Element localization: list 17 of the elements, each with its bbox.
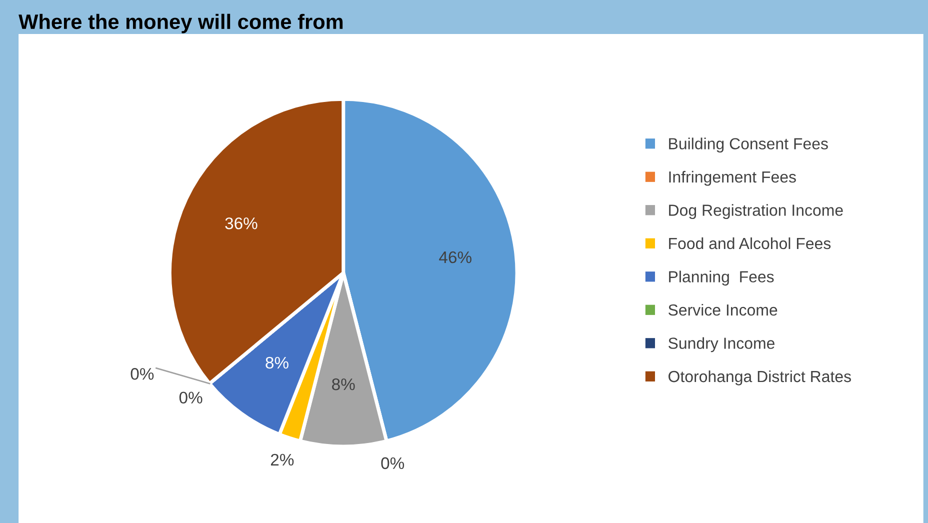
text: 0% <box>179 392 202 404</box>
legend-label: Sundry Income <box>668 337 774 352</box>
chart-title: Where the money will come from <box>18 14 343 34</box>
legend-label: Infringement Fees <box>669 170 796 186</box>
data-label: 46% <box>439 251 472 264</box>
legend-label: Food and Alcohol Fees <box>669 237 831 250</box>
data-label: 8% <box>332 378 355 390</box>
legend-label: Otorohanga District Rates <box>668 370 851 386</box>
text: 0% <box>381 457 404 470</box>
legend-label: Building Consent Fees <box>669 138 828 153</box>
data-label: 36% <box>225 217 258 230</box>
data-label: 2% <box>270 454 294 466</box>
legend-label: Dog Registration Income <box>669 204 843 220</box>
text: 0% <box>130 368 154 380</box>
legend-label: Planning Fees <box>669 270 774 286</box>
data-label: 8% <box>266 356 288 369</box>
legend-label: Service Income <box>668 304 778 316</box>
